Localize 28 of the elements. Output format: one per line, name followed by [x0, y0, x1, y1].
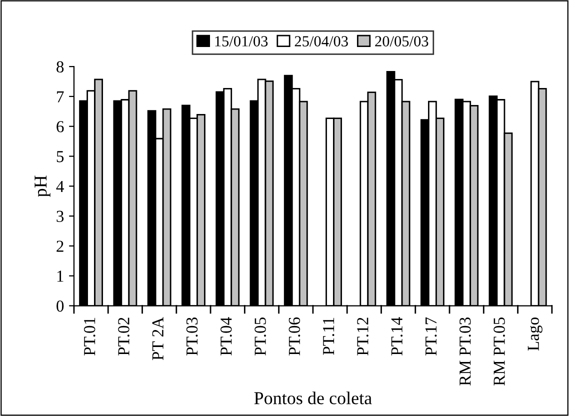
y-tick-label: 2 — [56, 240, 64, 252]
x-tick-label: RM PT.03 — [460, 318, 471, 386]
y-tick-label: 8 — [56, 61, 64, 73]
x-tick-label: PT.14 — [391, 317, 403, 356]
x-tick-label: PT 2A — [152, 316, 164, 360]
y-tick-label: 3 — [56, 210, 64, 222]
legend-label: 20/05/03 — [375, 36, 428, 46]
x-tick-label: PT.17 — [425, 317, 437, 356]
x-tick-label: PT.02 — [118, 318, 130, 356]
legend-label: 15/01/03 — [215, 36, 268, 46]
x-tick-label: PT.04 — [220, 317, 232, 356]
x-tick-label: PT.05 — [254, 318, 266, 356]
x-tick-label: PT.01 — [84, 318, 96, 356]
y-tick-label: 4 — [56, 180, 64, 192]
x-tick-label: PT.06 — [288, 317, 300, 356]
x-tick-label: Lago — [528, 318, 542, 351]
x-tick-label: PT.12 — [357, 318, 368, 356]
y-tick-label: 5 — [56, 151, 64, 162]
y-tick-label: 1 — [57, 270, 64, 282]
x-axis-title: Pontos de coleta — [254, 392, 372, 404]
x-tick-label: PT.03 — [186, 318, 198, 356]
y-tick-label: 6 — [56, 121, 64, 132]
x-tick-label: RM PT.05 — [494, 318, 505, 386]
y-tick-label: 0 — [56, 300, 64, 312]
y-tick-label: 7 — [57, 91, 64, 102]
legend-label: 25/04/03 — [294, 36, 348, 46]
x-tick-label: PT.11 — [323, 318, 334, 355]
y-axis-title: pH — [34, 176, 50, 197]
